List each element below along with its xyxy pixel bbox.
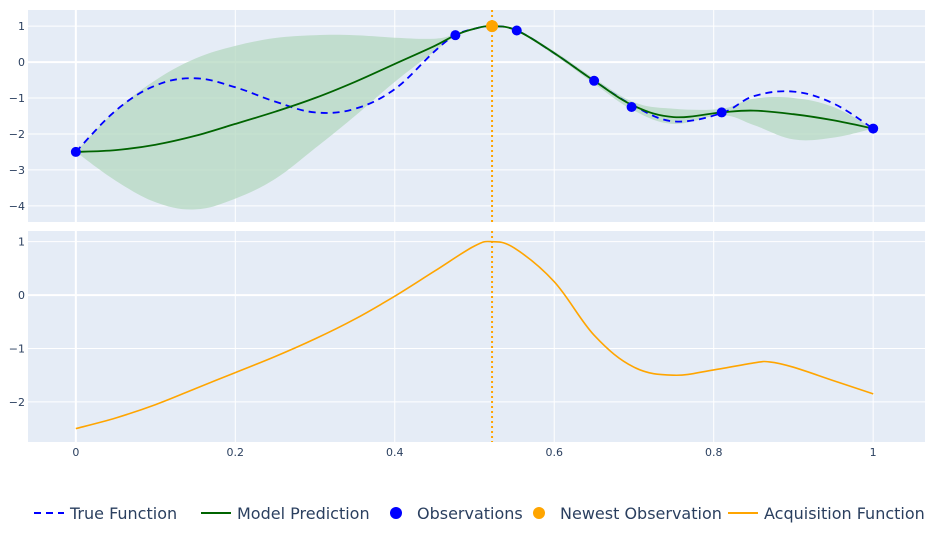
legend-swatch bbox=[390, 507, 402, 519]
x-tick-label: 0.2 bbox=[227, 446, 245, 459]
legend-label: Acquisition Function bbox=[764, 504, 925, 523]
plot-background bbox=[28, 231, 925, 442]
x-tick-label: 0.6 bbox=[545, 446, 563, 459]
legend-item-true-function[interactable]: True Function bbox=[34, 504, 177, 523]
model-prediction-line bbox=[75, 25, 874, 153]
y-tick-label: −4 bbox=[9, 200, 25, 213]
x-tick-label: 0.4 bbox=[386, 446, 404, 459]
x-tick-label: 0 bbox=[72, 446, 79, 459]
y-tick-label: −2 bbox=[9, 396, 25, 409]
x-tick-label: 0.8 bbox=[705, 446, 723, 459]
y-tick-label: −1 bbox=[9, 343, 25, 356]
y-tick-label: 0 bbox=[18, 56, 25, 69]
y-tick-label: 1 bbox=[18, 20, 25, 33]
model-panel: 1 0 −1 −2 −3 −4 bbox=[9, 10, 925, 222]
y-tick-label: −2 bbox=[9, 128, 25, 141]
legend-item-model-prediction[interactable]: Model Prediction bbox=[201, 504, 370, 523]
observation-point bbox=[450, 30, 461, 41]
x-axis: 0 0.2 0.4 0.6 0.8 1 bbox=[72, 446, 876, 459]
y-tick-label: 1 bbox=[18, 236, 25, 249]
newest-observation-point bbox=[486, 20, 499, 33]
observation-point bbox=[70, 146, 81, 157]
y-tick-label: −1 bbox=[9, 92, 25, 105]
x-tick-label: 1 bbox=[870, 446, 877, 459]
y-tick-label: 0 bbox=[18, 289, 25, 302]
legend-label: Newest Observation bbox=[560, 504, 722, 523]
legend-swatch bbox=[533, 507, 545, 519]
legend-label: Model Prediction bbox=[237, 504, 370, 523]
legend-label: Observations bbox=[417, 504, 523, 523]
observation-point bbox=[589, 75, 600, 86]
observation-point bbox=[511, 25, 522, 36]
y-tick-label: −3 bbox=[9, 164, 25, 177]
uncertainty-band bbox=[75, 26, 874, 210]
acquisition-panel: 1 0 −1 −2 bbox=[9, 231, 925, 442]
legend: True Function Model Prediction Observation… bbox=[34, 504, 925, 523]
observation-point bbox=[868, 123, 879, 134]
legend-label: True Function bbox=[69, 504, 177, 523]
legend-item-observations[interactable]: Observations bbox=[390, 504, 523, 523]
observation-point bbox=[716, 107, 727, 118]
legend-item-acquisition[interactable]: Acquisition Function bbox=[728, 504, 925, 523]
legend-item-newest[interactable]: Newest Observation bbox=[533, 504, 722, 523]
observation-point bbox=[626, 102, 637, 113]
